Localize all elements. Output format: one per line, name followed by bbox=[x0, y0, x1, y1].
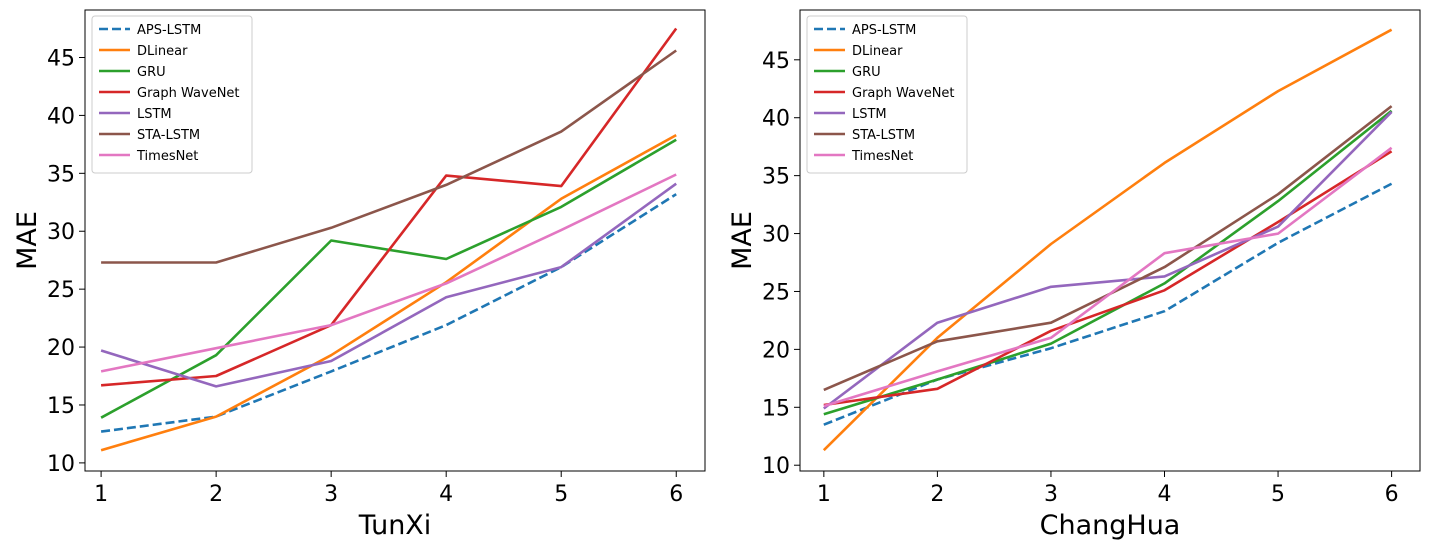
y-tick-label: 10 bbox=[762, 454, 790, 479]
legend-entry-label: Graph WaveNet bbox=[137, 86, 240, 101]
series-line-timesnet bbox=[823, 146, 1393, 408]
x-tick-label: 4 bbox=[439, 482, 453, 507]
y-axis-label: MAE bbox=[727, 211, 758, 270]
legend-entry-label: STA-LSTM bbox=[137, 128, 200, 143]
x-tick-label: 2 bbox=[930, 482, 944, 507]
y-tick-label: 40 bbox=[762, 107, 790, 132]
legend-box bbox=[806, 15, 968, 174]
y-tick-label: 35 bbox=[762, 165, 790, 190]
x-tick-label: 1 bbox=[94, 482, 108, 507]
series-line-dlinear bbox=[822, 28, 1393, 452]
y-tick-label: 20 bbox=[762, 338, 790, 363]
legend: APS-LSTM DLinear GRU Graph WaveNet LSTM STA-L… bbox=[806, 15, 968, 174]
legend-entry-label: LSTM bbox=[852, 107, 887, 122]
x-tick-label: 3 bbox=[1044, 482, 1058, 507]
y-axis-label: MAE bbox=[12, 211, 43, 270]
x-tick-label: 1 bbox=[817, 482, 831, 507]
x-tick-label: 5 bbox=[554, 482, 568, 507]
x-tick-label: 2 bbox=[209, 482, 223, 507]
y-tick-label: 25 bbox=[47, 278, 75, 303]
series-line-aps-lstm bbox=[823, 182, 1393, 426]
x-axis-label: ChangHua bbox=[1040, 510, 1181, 541]
series-line-lstm bbox=[823, 110, 1393, 410]
legend-entry-label: GRU bbox=[137, 65, 166, 80]
series-line-sta-lstm bbox=[101, 49, 677, 264]
y-tick-label: 35 bbox=[47, 162, 75, 187]
y-tick-label: 30 bbox=[47, 220, 75, 245]
legend-entry-label: APS-LSTM bbox=[852, 23, 916, 38]
series-line-lstm bbox=[100, 182, 677, 388]
y-tick-label: 45 bbox=[762, 49, 790, 74]
x-tick-label: 3 bbox=[324, 482, 338, 507]
legend-entry-label: TimesNet bbox=[851, 149, 913, 164]
x-tick-label: 6 bbox=[669, 482, 683, 507]
legend-entry-label: Graph WaveNet bbox=[852, 86, 955, 101]
y-tick-label: 30 bbox=[762, 223, 790, 248]
legend-entry-label: LSTM bbox=[137, 107, 172, 122]
series-line-aps-lstm bbox=[100, 193, 677, 433]
legend-entry-label: STA-LSTM bbox=[852, 128, 915, 143]
legend-entry-label: DLinear bbox=[137, 44, 188, 59]
x-tick-label: 6 bbox=[1385, 482, 1399, 507]
x-tick-label: 4 bbox=[1158, 482, 1172, 507]
plot-frame bbox=[84, 9, 706, 472]
series-line-graph-wavenet bbox=[100, 27, 678, 387]
y-tick-label: 20 bbox=[47, 336, 75, 361]
y-tick-label: 15 bbox=[47, 394, 75, 419]
y-tick-label: 45 bbox=[47, 46, 75, 71]
legend-entry-label: APS-LSTM bbox=[137, 23, 201, 38]
y-tick-label: 10 bbox=[47, 452, 75, 477]
legend-entry-label: DLinear bbox=[852, 44, 903, 59]
legend: APS-LSTM DLinear GRU Graph WaveNet LSTM STA-L… bbox=[91, 15, 253, 174]
x-axis-label: TunXi bbox=[358, 510, 432, 541]
legend-box bbox=[91, 15, 253, 174]
y-tick-label: 15 bbox=[762, 396, 790, 421]
series-line-gru bbox=[823, 109, 1393, 416]
series-line-graph-wavenet bbox=[823, 150, 1393, 407]
legend-entry-label: GRU bbox=[852, 65, 881, 80]
series-line-timesnet bbox=[100, 173, 677, 373]
chart-panel-2: 1 2 3 4 5 61015202530354045ChangHuaMAEAPS-LST… bbox=[727, 9, 1421, 541]
legend-entry-label: TimesNet bbox=[136, 149, 198, 164]
x-tick-label: 5 bbox=[1271, 482, 1285, 507]
y-tick-label: 40 bbox=[47, 104, 75, 129]
chart-panel-1: 1 2 3 4 5 61015202530354045TunXiMAEAPS-LSTMDL… bbox=[12, 9, 706, 541]
series-line-dlinear bbox=[100, 133, 677, 452]
plot-frame bbox=[799, 9, 1421, 472]
y-tick-label: 25 bbox=[762, 280, 790, 305]
